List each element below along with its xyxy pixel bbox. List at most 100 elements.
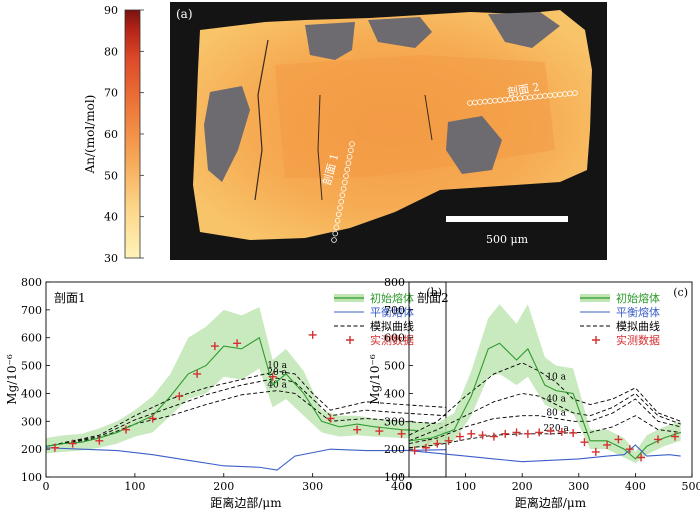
simulated-curve-label: 40 a (267, 381, 287, 391)
simulated-curve-label: 10 a (546, 372, 566, 382)
colorbar-tick-label: 70 (104, 87, 118, 100)
measured-point (523, 429, 532, 438)
analysis-spot (332, 230, 339, 237)
plot-area: 10 a 40 a 80 a 220 a (409, 304, 681, 464)
profile-1-spots (331, 141, 355, 243)
x-axis-label: 距离边部/μm (210, 495, 282, 510)
x-tick-label: 200 (213, 480, 234, 493)
measured-point (68, 439, 77, 448)
measured-point (433, 439, 442, 448)
fracture (317, 94, 323, 201)
measured-point (455, 432, 464, 441)
measured-point (535, 428, 544, 437)
profile-2-spots (467, 90, 578, 106)
initial-melt-line (46, 336, 446, 447)
chart-panel-b: 10 a20 a40 a0 100 200 300 400100200300400500… (5, 276, 447, 510)
y-tick-label: 400 (21, 387, 42, 400)
fracture (424, 94, 433, 141)
profile-title: 剖面1 (54, 291, 86, 305)
y-tick-label: 600 (384, 332, 405, 345)
equilibrium-melt-line (46, 447, 446, 471)
legend-label: 实测数据 (370, 333, 414, 347)
profile-title: 剖面2 (417, 291, 449, 305)
measured-point (489, 432, 498, 441)
legend-label: 初始熔体 (370, 291, 414, 305)
analysis-spot (346, 154, 353, 160)
analysis-spot (335, 211, 342, 218)
y-tick-label: 700 (384, 304, 405, 317)
simulated-curve (409, 398, 681, 445)
measured-point (546, 427, 555, 436)
y-tick-label: 400 (384, 387, 405, 400)
analysis-spot (344, 166, 351, 173)
measured-point (210, 342, 219, 351)
y-axis-label: Mg/10⁻⁶ (5, 354, 19, 405)
measured-point (467, 429, 476, 438)
plot-frame (45, 281, 447, 478)
x-axis-label: 距离边部/μm (515, 495, 587, 510)
simulated-curve-label: 20 a (267, 368, 287, 378)
analysis-spot (334, 218, 341, 224)
analysis-spot (345, 160, 352, 167)
x-tick-label: 300 (568, 480, 589, 493)
initial-melt-band (409, 304, 681, 464)
colorbar-tick-label: 60 (104, 128, 118, 141)
x-tick-label: 400 (391, 480, 412, 493)
y-tick-label: 200 (384, 443, 405, 456)
plot-area: 10 a20 a 40 a (46, 307, 446, 471)
equilibrium-melt-line (409, 444, 681, 463)
x-tick-label: 0 (406, 480, 413, 493)
analysis-spot (331, 237, 337, 243)
measured-point (308, 330, 317, 339)
measured-point (421, 443, 430, 452)
legend-label: 模拟曲线 (616, 319, 660, 333)
scale-bar (446, 216, 568, 222)
colorbar-tick-label: 40 (104, 211, 118, 224)
colorbar-tick-label: 30 (104, 252, 118, 265)
simulated-curve-label: 80 a (546, 409, 566, 419)
x-tick-label: 100 (455, 480, 476, 493)
y-tick-label: 300 (384, 415, 405, 428)
measured-point (175, 392, 184, 401)
analysis-spot (341, 179, 348, 186)
measured-point (326, 414, 335, 423)
analysis-spot (343, 173, 349, 179)
x-tick-label: 200 (512, 480, 533, 493)
measured-point (444, 436, 453, 445)
analysis-spot (349, 141, 355, 147)
measured-point (512, 428, 521, 437)
legend-marker (346, 336, 354, 344)
measured-point (591, 447, 600, 456)
measured-point (478, 431, 487, 440)
measured-point (603, 440, 612, 449)
measured-point (671, 432, 680, 441)
y-tick-label: 500 (384, 360, 405, 373)
x-tick-label: 300 (302, 480, 323, 493)
measured-point (193, 369, 202, 378)
panel-tag: (b) (426, 286, 442, 299)
measured-point (397, 429, 406, 438)
y-tick-label: 100 (384, 471, 405, 484)
measured-point (637, 453, 646, 462)
measured-point (625, 445, 634, 454)
measured-point (50, 443, 59, 452)
y-tick-label: 600 (21, 332, 42, 345)
legend-label: 实测数据 (616, 333, 660, 347)
colorbar-gradient (124, 9, 141, 259)
measured-point (654, 435, 663, 444)
simulated-curve-label: 220 a (543, 424, 569, 434)
simulated-curve-label: 10 a (267, 361, 287, 371)
scale-bar-label: 500 μm (486, 233, 529, 246)
x-tick-label: 500 (682, 480, 700, 493)
x-tick-label: 400 (625, 480, 646, 493)
analysis-spot (337, 205, 343, 211)
colorbar-tick-label: 90 (104, 4, 118, 17)
colorbar-label: An/(mol/mol) (83, 95, 97, 175)
y-tick-label: 700 (21, 304, 42, 317)
y-tick-label: 200 (21, 443, 42, 456)
plot-frame (408, 281, 693, 478)
x-tick-label: 100 (124, 480, 145, 493)
legend-label: 模拟曲线 (370, 319, 414, 333)
